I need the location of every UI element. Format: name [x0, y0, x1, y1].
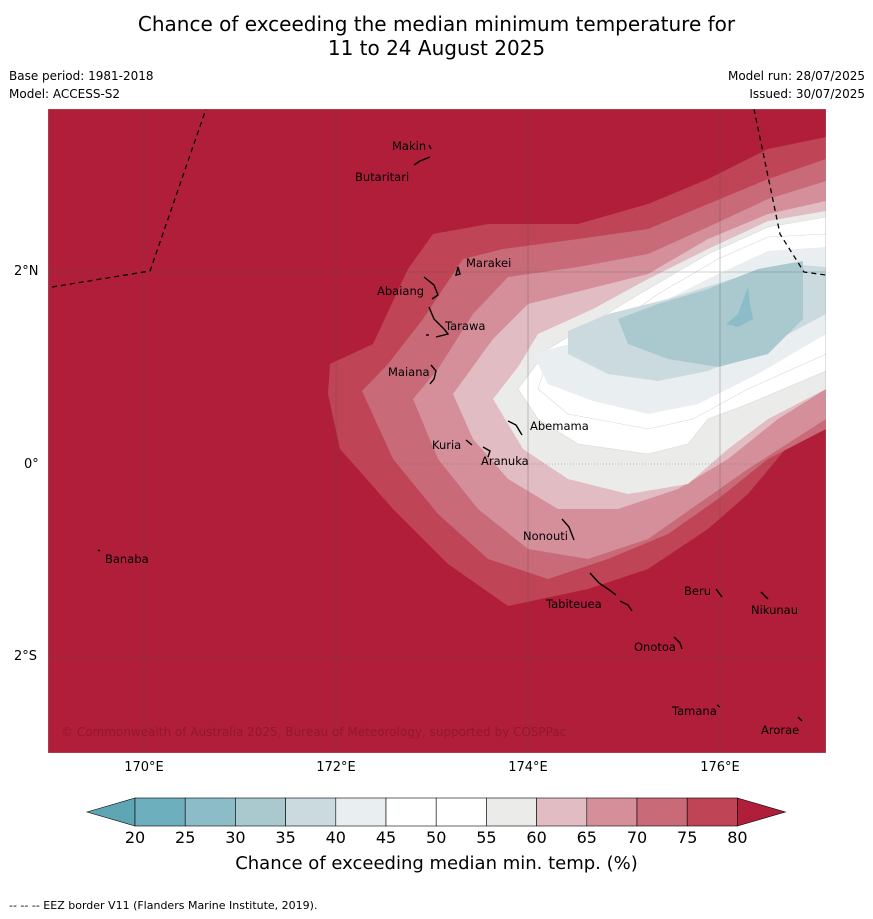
- colorbar-tick-label: 30: [225, 828, 246, 847]
- island-outlines: [97, 144, 803, 722]
- colorbar-label: Chance of exceeding median min. temp. (%…: [235, 853, 638, 874]
- place-label-tabiteuea: Tabiteuea: [545, 597, 602, 611]
- colorbar-segment: [435, 797, 487, 827]
- place-label-nonouti: Nonouti: [523, 529, 568, 543]
- colorbar-tick-label: 55: [476, 828, 497, 847]
- colorbar-segment: [486, 797, 537, 827]
- colorbar-tick-label: 25: [175, 828, 196, 847]
- colorbar: [85, 797, 787, 827]
- colorbar-tick-label: 40: [325, 828, 346, 847]
- colorbar-segment: [285, 797, 337, 827]
- contour-band-25: [726, 287, 753, 327]
- place-label-nikunau: Nikunau: [751, 603, 798, 617]
- colorbar-segment: [184, 797, 236, 827]
- eez-footnote: -- -- -- EEZ border V11 (Flanders Marine…: [9, 899, 318, 912]
- lat-tick-2s: 2°S: [14, 649, 38, 664]
- contour-band-30: [618, 261, 803, 367]
- base-period: Base period: 1981-2018: [9, 69, 154, 83]
- lon-tick-176e: 176°E: [700, 760, 740, 775]
- place-label-aranuka: Aranuka: [481, 454, 529, 468]
- colorbar-tick-label: 65: [576, 828, 597, 847]
- place-label-onotoa: Onotoa: [634, 640, 676, 654]
- colorbar-segment: [536, 797, 588, 827]
- eez-border: [51, 109, 826, 288]
- colorbar-segment: [586, 797, 638, 827]
- run-info: Model run: 28/07/2025 Issued: 30/07/2025: [728, 67, 865, 103]
- place-label-tarawa: Tarawa: [444, 319, 485, 333]
- place-label-banaba: Banaba: [105, 552, 149, 566]
- colorbar-extend-high: [737, 797, 787, 827]
- place-label-makin: Makin: [392, 139, 426, 153]
- title-line-2: 11 to 24 August 2025: [327, 36, 546, 60]
- lon-tick-170e: 170°E: [124, 760, 164, 775]
- place-label-arorae: Arorae: [761, 723, 799, 737]
- model-name: Model: ACCESS-S2: [9, 87, 121, 101]
- colorbar-tick-label: 20: [124, 828, 146, 847]
- place-label-tamana: Tamana: [671, 704, 717, 718]
- colorbar-tick-label: 50: [426, 828, 447, 847]
- place-label-butaritari: Butaritari: [355, 170, 409, 184]
- place-label-marakei: Marakei: [466, 256, 511, 270]
- map-title: Chance of exceeding the median minimum t…: [0, 12, 873, 60]
- colorbar-segment: [335, 797, 387, 827]
- colorbar-extend-low: [85, 797, 136, 827]
- colorbar-segment: [235, 797, 286, 827]
- graticule: [48, 109, 826, 753]
- colorbar-tick-label: 60: [526, 828, 547, 847]
- place-labels: Makin Butaritari Marakei Abaiang Tarawa …: [105, 139, 799, 737]
- lat-tick-2n: 2°N: [14, 264, 39, 279]
- colorbar-segment: [134, 797, 186, 827]
- lat-tick-0: 0°: [24, 457, 39, 472]
- colorbar-tick-label: 75: [677, 828, 698, 847]
- colorbar-tick-label: 80: [727, 828, 748, 847]
- place-label-abemama: Abemama: [530, 419, 589, 433]
- issued-date: Issued: 30/07/2025: [749, 87, 865, 101]
- place-label-maiana: Maiana: [388, 365, 430, 379]
- map-panel: Makin Butaritari Marakei Abaiang Tarawa …: [48, 109, 826, 753]
- place-label-beru: Beru: [684, 584, 711, 598]
- model-info: Base period: 1981-2018 Model: ACCESS-S2: [9, 67, 154, 103]
- place-label-abaiang: Abaiang: [377, 284, 424, 298]
- copyright-notice: © Commonwealth of Australia 2025, Bureau…: [61, 725, 566, 739]
- colorbar-segment: [686, 797, 738, 827]
- model-run: Model run: 28/07/2025: [727, 69, 865, 83]
- colorbar-segment: [636, 797, 688, 827]
- colorbar-tick-label: 35: [275, 828, 296, 847]
- title-line-1: Chance of exceeding the median minimum t…: [137, 12, 736, 36]
- colorbar-tick-label: 70: [626, 828, 648, 847]
- colorbar-segment: [385, 797, 437, 827]
- colorbar-tick-label: 45: [375, 828, 397, 847]
- lon-tick-174e: 174°E: [508, 760, 548, 775]
- place-label-kuria: Kuria: [432, 438, 461, 452]
- lon-tick-172e: 172°E: [316, 760, 356, 775]
